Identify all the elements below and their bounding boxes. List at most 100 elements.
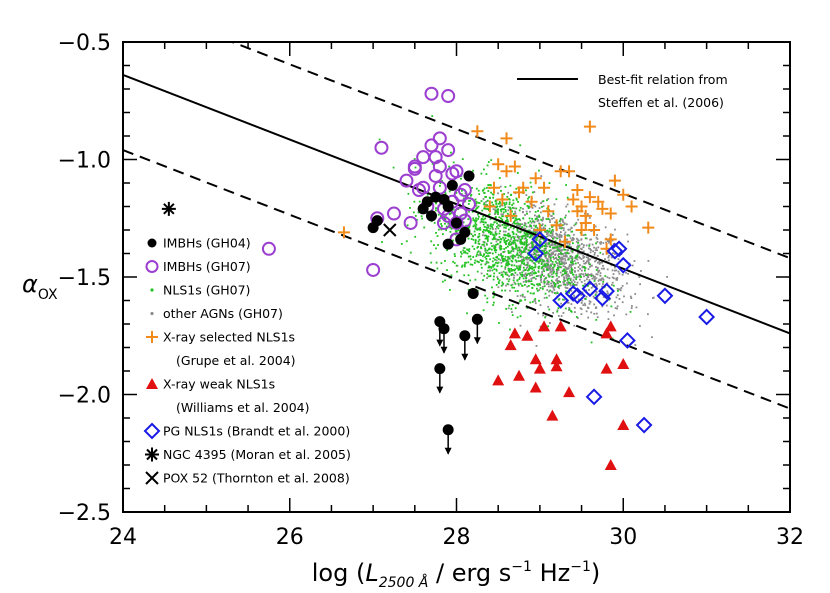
other-agn-point <box>577 262 580 264</box>
other-agn-point <box>495 259 498 262</box>
other-agn-point <box>529 242 532 245</box>
nls1-point <box>575 276 578 278</box>
other-agn-point <box>572 238 575 241</box>
y-tick-label: −0.5 <box>58 31 111 56</box>
imbhs-gh04-point <box>451 217 462 229</box>
other-agn-point <box>634 344 637 346</box>
nls1-point <box>518 278 521 280</box>
nls1-point <box>530 235 532 238</box>
nls1-point <box>507 260 510 263</box>
nls1-point <box>526 307 529 309</box>
legend-label-pox-52-thornton-et-al-2008: POX 52 (Thornton et al. 2008) <box>163 471 350 486</box>
nls1-point <box>492 291 495 293</box>
nls1-point <box>560 263 563 265</box>
other-agn-point <box>613 314 615 317</box>
other-agn-point <box>492 228 494 231</box>
imbhs-gh07-point <box>462 197 477 212</box>
other-agn-point <box>567 228 570 231</box>
nls1-point <box>474 278 477 281</box>
other-agn-point <box>573 281 576 283</box>
nls1-point <box>488 252 491 254</box>
nls1-point <box>482 223 485 226</box>
pg-nls1s-point <box>698 308 716 326</box>
imbhs-gh04-point <box>446 179 458 191</box>
x-ray-selected-nls1s-point <box>504 209 517 222</box>
nls1-point <box>472 225 475 228</box>
x-ray-selected-nls1s-point <box>500 165 513 178</box>
other-agn-point <box>512 273 514 276</box>
other-agn-point <box>547 260 550 263</box>
other-agn-point <box>566 274 569 277</box>
other-agn-point <box>560 274 563 277</box>
other-agn-point <box>541 223 544 226</box>
nls1-point <box>503 226 506 229</box>
other-agn-point <box>562 283 565 286</box>
nls1-point <box>512 199 515 202</box>
other-agn-point <box>507 206 510 209</box>
other-agn-point <box>553 289 556 291</box>
other-agn-point <box>576 246 578 248</box>
nls1-point <box>556 246 558 248</box>
nls1-point <box>500 274 503 276</box>
nls1-point <box>514 219 517 222</box>
other-agn-point <box>519 294 522 297</box>
other-agn-point <box>507 257 509 260</box>
nls1-point <box>509 240 511 243</box>
other-agn-point <box>616 294 619 296</box>
other-agn-point <box>626 233 629 236</box>
other-agn-point <box>500 204 502 207</box>
nls1-point <box>500 284 503 287</box>
nls1-point <box>518 218 521 220</box>
nls1-point <box>543 250 545 253</box>
other-agn-point <box>541 271 543 273</box>
nls1-point <box>531 246 534 249</box>
nls1-point <box>420 215 423 218</box>
x-ray-weak-nls1s-point <box>529 353 542 365</box>
nls1-point <box>470 238 473 240</box>
other-agn-point <box>518 246 521 249</box>
nls1-point <box>526 205 529 207</box>
nls1-point <box>557 307 560 310</box>
other-agn-point <box>541 200 544 203</box>
nls1-point <box>568 277 570 280</box>
nls1-point <box>548 182 551 184</box>
other-agn-point <box>583 275 585 278</box>
nls1-point <box>498 282 500 285</box>
other-agn-point <box>585 310 588 313</box>
nls1-point <box>548 275 551 278</box>
nls1-point <box>558 250 561 252</box>
other-agn-point <box>588 302 591 305</box>
other-agn-point <box>555 292 557 295</box>
nls1-point <box>515 207 518 210</box>
nls1-point <box>505 262 508 265</box>
legend-label-grupe-et-al-2004: (Grupe et al. 2004) <box>176 353 296 368</box>
other-agn-point <box>541 219 544 222</box>
nls1-point <box>540 267 543 270</box>
nls1-point <box>495 269 498 272</box>
legend-label-pg-nls1s-brandt-et-al-2000: PG NLS1s (Brandt et al. 2000) <box>163 424 350 439</box>
nls1-point <box>504 186 507 188</box>
nls1-point <box>517 218 519 221</box>
nls1-point <box>541 274 543 276</box>
nls1-point <box>508 244 511 246</box>
nls1-point <box>392 166 395 169</box>
other-agn-point <box>507 191 510 194</box>
other-agn-point <box>546 235 549 238</box>
other-agn-point <box>549 271 552 274</box>
nls1-point <box>510 269 513 272</box>
nls1-point <box>583 266 586 268</box>
nls1-point <box>505 225 508 227</box>
nls1-point <box>475 223 478 226</box>
nls1-point <box>483 253 485 256</box>
nls1-point <box>507 262 509 264</box>
other-agn-point <box>596 249 598 252</box>
other-agn-point <box>564 259 567 262</box>
other-agn-point <box>539 279 542 282</box>
nls1-point <box>478 235 481 238</box>
imbhs-gh07-point <box>411 183 426 198</box>
nls1-point <box>563 248 565 251</box>
nls1-point <box>551 276 554 278</box>
nls1-point <box>502 260 504 263</box>
other-agn-point <box>595 266 597 268</box>
